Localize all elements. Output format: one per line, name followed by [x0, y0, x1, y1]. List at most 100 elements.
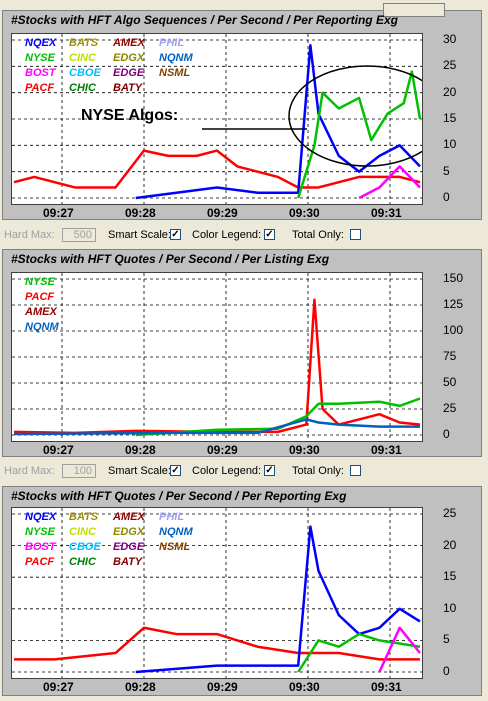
total-only-label: Total Only: — [292, 229, 344, 241]
hard-max-input[interactable]: 500 — [62, 228, 96, 242]
series-line-nyse — [297, 632, 421, 673]
legend-item-bost: BOST — [25, 67, 56, 79]
top-button[interactable] — [383, 3, 445, 17]
series-line-nqnm — [13, 418, 420, 436]
x-tick-label: 09:31 — [371, 680, 402, 694]
x-tick-label: 09:27 — [43, 206, 74, 220]
x-tick-label: 09:28 — [125, 206, 156, 220]
y-tick-label: 25 — [443, 401, 457, 415]
legend-item-nqnm: NQNM — [159, 52, 193, 64]
x-tick-label: 09:29 — [207, 680, 238, 694]
legend-item-nqnm: NQNM — [25, 321, 59, 333]
legend-item-pacf: PACF — [25, 291, 55, 303]
legend-item-amex: AMEX — [113, 511, 145, 523]
legend-item-edgx: EDGX — [113, 526, 145, 538]
legend-item-baty: BATY — [113, 556, 143, 568]
legend-item-pacf: PACF — [25, 556, 55, 568]
y-tick-label: 25 — [443, 58, 457, 73]
chart-svg — [12, 508, 422, 678]
y-tick-label: 125 — [443, 297, 464, 311]
total-only-checkbox[interactable] — [350, 229, 361, 240]
y-tick-label: 150 — [443, 271, 464, 285]
legend-item-pacf: PACF — [25, 82, 55, 94]
legend-item-amex: AMEX — [113, 37, 145, 49]
x-tick-label: 09:29 — [207, 443, 238, 457]
legend-item-nqex: NQEX — [25, 37, 57, 49]
x-tick-label: 09:31 — [371, 206, 402, 220]
legend-item-cboe: CBOE — [69, 541, 101, 553]
hard-max-input[interactable]: 100 — [62, 464, 96, 478]
y-tick-label: 10 — [443, 600, 457, 615]
legend-item-chic: CHIC — [69, 82, 96, 94]
x-tick-label: 09:29 — [207, 206, 238, 220]
legend-item-chic: CHIC — [69, 556, 96, 568]
smart-scale-label: Smart Scale: — [108, 465, 171, 477]
panel-title: #Stocks with HFT Algo Sequences / Per Se… — [11, 13, 398, 27]
legend-item-bats: BATS — [69, 511, 99, 523]
x-tick-label: 09:30 — [289, 443, 320, 457]
y-tick-label: 75 — [443, 349, 457, 363]
y-tick-label: 5 — [443, 163, 450, 178]
y-tick-label: 25 — [443, 506, 457, 520]
legend-item-phil: PHIL — [159, 511, 185, 523]
hard-max-label: Hard Max: — [4, 229, 55, 241]
y-tick-label: 50 — [443, 375, 457, 389]
legend-item-edgx: EDGX — [113, 52, 145, 64]
legend-item-cinc: CINC — [69, 526, 96, 538]
y-tick-label: 5 — [443, 632, 450, 647]
controls-row-1: Hard Max: 500 Smart Scale: ✓ Color Legen… — [0, 225, 488, 247]
chart-svg — [12, 273, 422, 441]
legend-item-amex: AMEX — [25, 306, 57, 318]
series-line-pacf — [13, 149, 421, 189]
series-line-pacf — [14, 626, 420, 661]
x-tick-label: 09:30 — [289, 206, 320, 220]
legend-item-edge: EDGE — [113, 67, 145, 79]
y-tick-label: 100 — [443, 323, 464, 337]
smart-scale-checkbox[interactable]: ✓ — [170, 229, 181, 240]
plot-area — [11, 33, 423, 205]
legend-item-nyse: NYSE — [25, 52, 55, 64]
plot-area — [11, 272, 423, 442]
y-tick-label: 20 — [443, 84, 457, 99]
y-tick-label: 0 — [443, 664, 450, 678]
legend-item-baty: BATY — [113, 82, 143, 94]
x-tick-label: 09:30 — [289, 680, 320, 694]
series-line-nyse — [135, 397, 421, 437]
legend-item-nyse: NYSE — [25, 526, 55, 538]
y-tick-label: 15 — [443, 569, 457, 584]
hard-max-label: Hard Max: — [4, 465, 55, 477]
series-line-pacf — [13, 298, 421, 435]
legend-item-bost: BOST — [25, 541, 56, 553]
panel-algo-sequences: #Stocks with HFT Algo Sequences / Per Se… — [2, 3, 482, 220]
annotation-nyse-algos: NYSE Algos: — [81, 107, 179, 124]
panel-title: #Stocks with HFT Quotes / Per Second / P… — [11, 252, 330, 266]
smart-scale-checkbox[interactable]: ✓ — [170, 465, 181, 476]
y-tick-label: 20 — [443, 537, 457, 552]
legend-item-phil: PHIL — [159, 37, 185, 49]
y-tick-label: 0 — [443, 427, 450, 441]
panel-title: #Stocks with HFT Quotes / Per Second / P… — [11, 489, 347, 503]
legend-item-cboe: CBOE — [69, 67, 101, 79]
chart-svg — [12, 34, 422, 204]
y-tick-label: 30 — [443, 32, 457, 46]
series-line-bost — [358, 165, 421, 200]
y-tick-label: 10 — [443, 137, 457, 152]
total-only-checkbox[interactable] — [350, 465, 361, 476]
color-legend-checkbox[interactable]: ✓ — [264, 465, 275, 476]
legend-item-cinc: CINC — [69, 52, 96, 64]
legend-item-nsml: NSML — [159, 67, 191, 79]
x-tick-label: 09:28 — [125, 680, 156, 694]
color-legend-label: Color Legend: — [192, 229, 262, 241]
legend-item-bats: BATS — [69, 37, 99, 49]
controls-row-2: Hard Max: 100 Smart Scale: ✓ Color Legen… — [0, 461, 488, 483]
total-only-label: Total Only: — [292, 465, 344, 477]
color-legend-checkbox[interactable]: ✓ — [264, 229, 275, 240]
legend-item-nqex: NQEX — [25, 511, 57, 523]
x-tick-label: 09:27 — [43, 680, 74, 694]
annotation-ellipse — [288, 65, 422, 167]
smart-scale-label: Smart Scale: — [108, 229, 171, 241]
y-tick-label: 0 — [443, 190, 450, 204]
panel-quotes-listing: #Stocks with HFT Quotes / Per Second / P… — [2, 249, 482, 457]
series-line-nqex — [135, 525, 421, 674]
x-tick-label: 09:28 — [125, 443, 156, 457]
